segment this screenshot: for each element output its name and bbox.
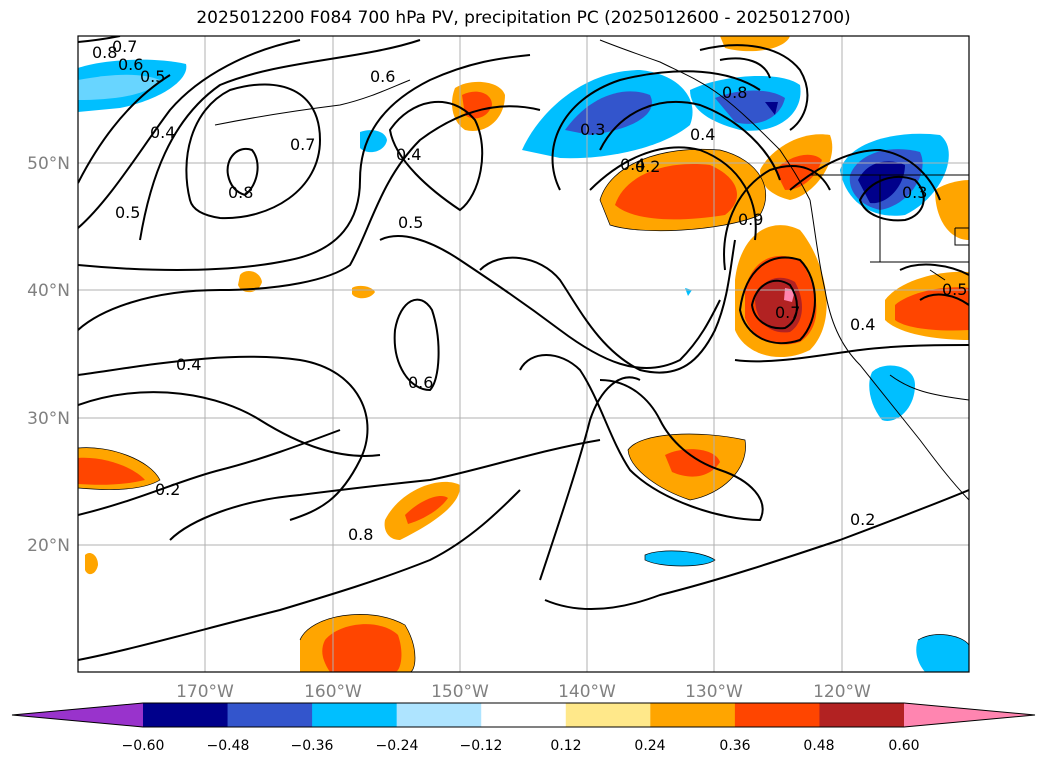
colorbar-label: −0.60	[122, 738, 165, 754]
contour-label: 0.7	[112, 37, 137, 56]
colorbar-label: −0.12	[460, 738, 503, 754]
contour-label: 0.2	[155, 480, 180, 499]
contour-label: 0.5	[398, 213, 423, 232]
contour-label: 0.7	[775, 303, 800, 322]
lat-label: 50°N	[27, 154, 70, 174]
lon-label: 170°W	[176, 682, 234, 702]
colorbar-segment	[735, 703, 820, 727]
lon-label: 150°W	[431, 682, 489, 702]
contour-label: 0.8	[722, 83, 747, 102]
lat-label: 40°N	[27, 281, 70, 301]
colorbar-segments	[12, 703, 1035, 727]
colorbar-label: 0.60	[888, 738, 919, 754]
lon-label: 130°W	[685, 682, 743, 702]
colorbar-segment	[397, 703, 482, 727]
colorbar-segment	[312, 703, 397, 727]
colorbar-segment	[819, 703, 904, 727]
contour-label: 0.8	[228, 183, 253, 202]
lat-label: 30°N	[27, 409, 70, 429]
contour-label: 0.5	[942, 280, 967, 299]
lon-label: 140°W	[558, 682, 616, 702]
contour-label: 0.8	[348, 525, 373, 544]
lon-label: 160°W	[304, 682, 362, 702]
colorbar-label: 0.12	[550, 738, 581, 754]
colorbar-segment	[481, 703, 566, 727]
contour-label: 0.2	[850, 510, 875, 529]
colorbar-label: 0.48	[803, 738, 834, 754]
colorbar: −0.60 −0.48 −0.36 −0.24 −0.12 0.12 0.24 …	[12, 703, 1035, 754]
colorbar-label: 0.24	[634, 738, 665, 754]
colorbar-extend-high	[904, 703, 1035, 727]
contour-label: 0.5	[115, 203, 140, 222]
contour-label: 0.7	[290, 135, 315, 154]
colorbar-label: −0.36	[291, 738, 334, 754]
colorbar-segment	[143, 703, 228, 727]
lat-tick-labels: 50°N 40°N 30°N 20°N	[27, 154, 70, 556]
contour-label: 0.9	[738, 210, 763, 229]
colorbar-labels: −0.60 −0.48 −0.36 −0.24 −0.12 0.12 0.24 …	[122, 738, 920, 754]
contour-label: 0.4	[396, 145, 421, 164]
contour-label: 0.4	[176, 355, 201, 374]
contour-label: 0.6	[408, 373, 433, 392]
contour-label: 0.3	[580, 120, 605, 139]
colorbar-label: 0.36	[719, 738, 750, 754]
contour-label: 0.4	[690, 125, 715, 144]
lat-label: 20°N	[27, 536, 70, 556]
colorbar-segment	[566, 703, 651, 727]
lon-label: 120°W	[813, 682, 871, 702]
contour-label: 0.5	[140, 67, 165, 86]
map-plot-area: 0.8 0.7 0.6 0.5 0.4 0.6 0.7 0.8 0.5 0.4 …	[78, 36, 969, 672]
contour-label: 0.3	[902, 183, 927, 202]
contour-label: 0.4	[620, 155, 645, 174]
colorbar-label: −0.48	[207, 738, 250, 754]
colorbar-segment	[650, 703, 735, 727]
colorbar-segment	[228, 703, 313, 727]
contour-label: 0.6	[370, 67, 395, 86]
contour-label: 0.4	[850, 315, 875, 334]
lon-tick-labels: 170°W 160°W 150°W 140°W 130°W 120°W	[176, 682, 871, 702]
contour-label: 0.4	[150, 123, 175, 142]
colorbar-label: −0.24	[376, 738, 419, 754]
colorbar-extend-low	[12, 703, 143, 727]
